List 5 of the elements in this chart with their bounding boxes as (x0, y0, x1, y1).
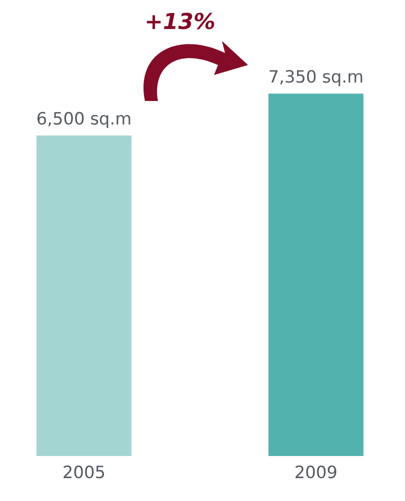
x-tick-label: 2009 (296, 466, 336, 478)
data-label: 7,350 sq.m (270, 70, 362, 86)
text: +13% (146, 12, 214, 30)
x-tick-label: 2005 (64, 466, 104, 478)
data-label: 6,500 sq.m (37, 112, 130, 128)
